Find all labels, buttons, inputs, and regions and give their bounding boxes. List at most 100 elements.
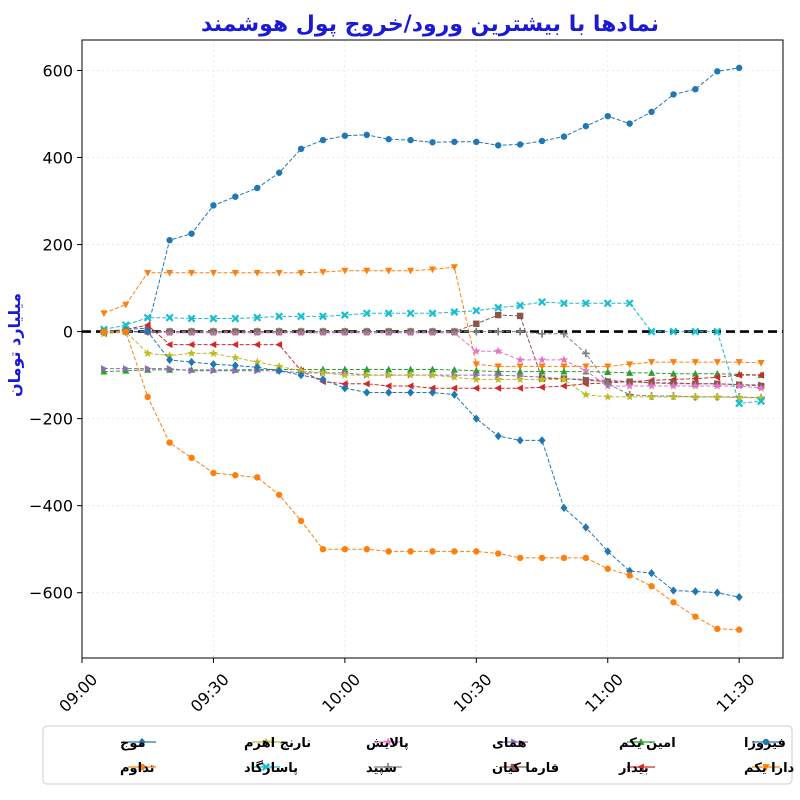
data-point <box>560 133 568 140</box>
data-point <box>762 764 770 771</box>
data-point <box>385 267 393 275</box>
data-point <box>253 327 262 336</box>
data-point <box>144 365 152 373</box>
data-point <box>691 375 699 383</box>
data-point <box>691 327 700 336</box>
series-line <box>103 331 740 598</box>
data-point <box>515 374 525 384</box>
data-point <box>647 327 656 336</box>
data-point <box>559 355 569 364</box>
data-point <box>648 568 656 578</box>
data-point <box>669 327 678 336</box>
data-point <box>538 436 546 445</box>
data-point <box>515 355 525 364</box>
data-point <box>187 341 195 349</box>
data-point <box>581 299 590 308</box>
data-point <box>670 599 677 606</box>
data-point <box>713 359 721 366</box>
data-point <box>252 357 262 366</box>
data-point <box>648 359 656 366</box>
data-point <box>626 120 633 127</box>
data-point <box>384 370 393 379</box>
data-point <box>232 193 239 200</box>
data-point <box>472 306 481 315</box>
data-point <box>363 267 371 275</box>
data-point <box>581 390 591 399</box>
data-point <box>604 547 612 556</box>
data-point <box>209 314 218 323</box>
data-point <box>669 381 678 390</box>
data-point <box>472 384 480 392</box>
data-point <box>231 361 239 370</box>
data-point <box>143 321 151 329</box>
x-tick-label: 10:30 <box>450 670 496 716</box>
data-point <box>362 380 370 388</box>
legend-entry: سپید <box>366 761 402 776</box>
data-point <box>637 763 644 771</box>
plot-frame <box>81 39 784 659</box>
data-point <box>669 586 677 595</box>
series-8 <box>99 327 766 402</box>
data-point <box>473 548 480 555</box>
axes: 600 400 200 0 −200 −400 −600 09:00 09:30 10:00 10:… <box>29 39 784 716</box>
data-point <box>429 548 436 555</box>
data-point <box>144 269 152 277</box>
data-point <box>691 381 700 390</box>
data-point <box>582 554 590 562</box>
data-point <box>516 367 524 375</box>
data-point <box>166 269 174 277</box>
data-point <box>100 367 108 375</box>
data-point <box>559 374 569 384</box>
data-point <box>232 367 240 375</box>
data-point <box>340 311 349 320</box>
data-point <box>692 613 699 620</box>
data-point <box>209 360 217 369</box>
data-point <box>253 313 262 322</box>
data-point <box>188 367 196 375</box>
data-point <box>363 131 370 139</box>
data-point <box>691 359 699 366</box>
data-point <box>734 381 744 390</box>
data-point <box>384 382 392 390</box>
data-point <box>516 384 524 392</box>
data-point <box>510 763 518 771</box>
legend-entry: فارما کیان <box>492 761 559 776</box>
data-point <box>209 269 217 277</box>
data-point <box>406 327 415 336</box>
data-point <box>538 554 546 562</box>
data-point <box>494 384 502 392</box>
data-point <box>582 523 590 532</box>
data-point <box>472 374 481 384</box>
y-tick-label: 0 <box>63 323 73 342</box>
data-point <box>756 393 766 402</box>
data-point <box>165 341 173 349</box>
data-point <box>560 554 568 562</box>
data-point <box>253 341 261 349</box>
data-point <box>362 327 371 336</box>
data-point <box>451 548 458 555</box>
data-point <box>165 327 174 336</box>
data-point <box>495 142 502 149</box>
data-point <box>625 392 634 401</box>
series-5 <box>100 311 765 390</box>
data-point <box>341 545 349 553</box>
data-point <box>762 738 770 746</box>
data-point <box>713 381 722 390</box>
data-point <box>626 361 634 369</box>
y-tick-label: −600 <box>29 584 73 603</box>
series-line <box>103 67 740 333</box>
data-point <box>582 349 590 358</box>
y-tick-label: −200 <box>29 410 73 429</box>
data-point <box>407 136 414 144</box>
data-point <box>253 363 261 372</box>
data-point <box>603 299 612 308</box>
data-point <box>209 327 218 336</box>
data-point <box>560 329 568 338</box>
data-point <box>735 626 743 633</box>
data-point <box>428 327 437 336</box>
data-point <box>692 85 699 93</box>
data-point <box>406 370 415 379</box>
data-point <box>297 269 305 277</box>
data-point <box>604 565 611 572</box>
legend-label: فارما کیان <box>492 761 559 776</box>
